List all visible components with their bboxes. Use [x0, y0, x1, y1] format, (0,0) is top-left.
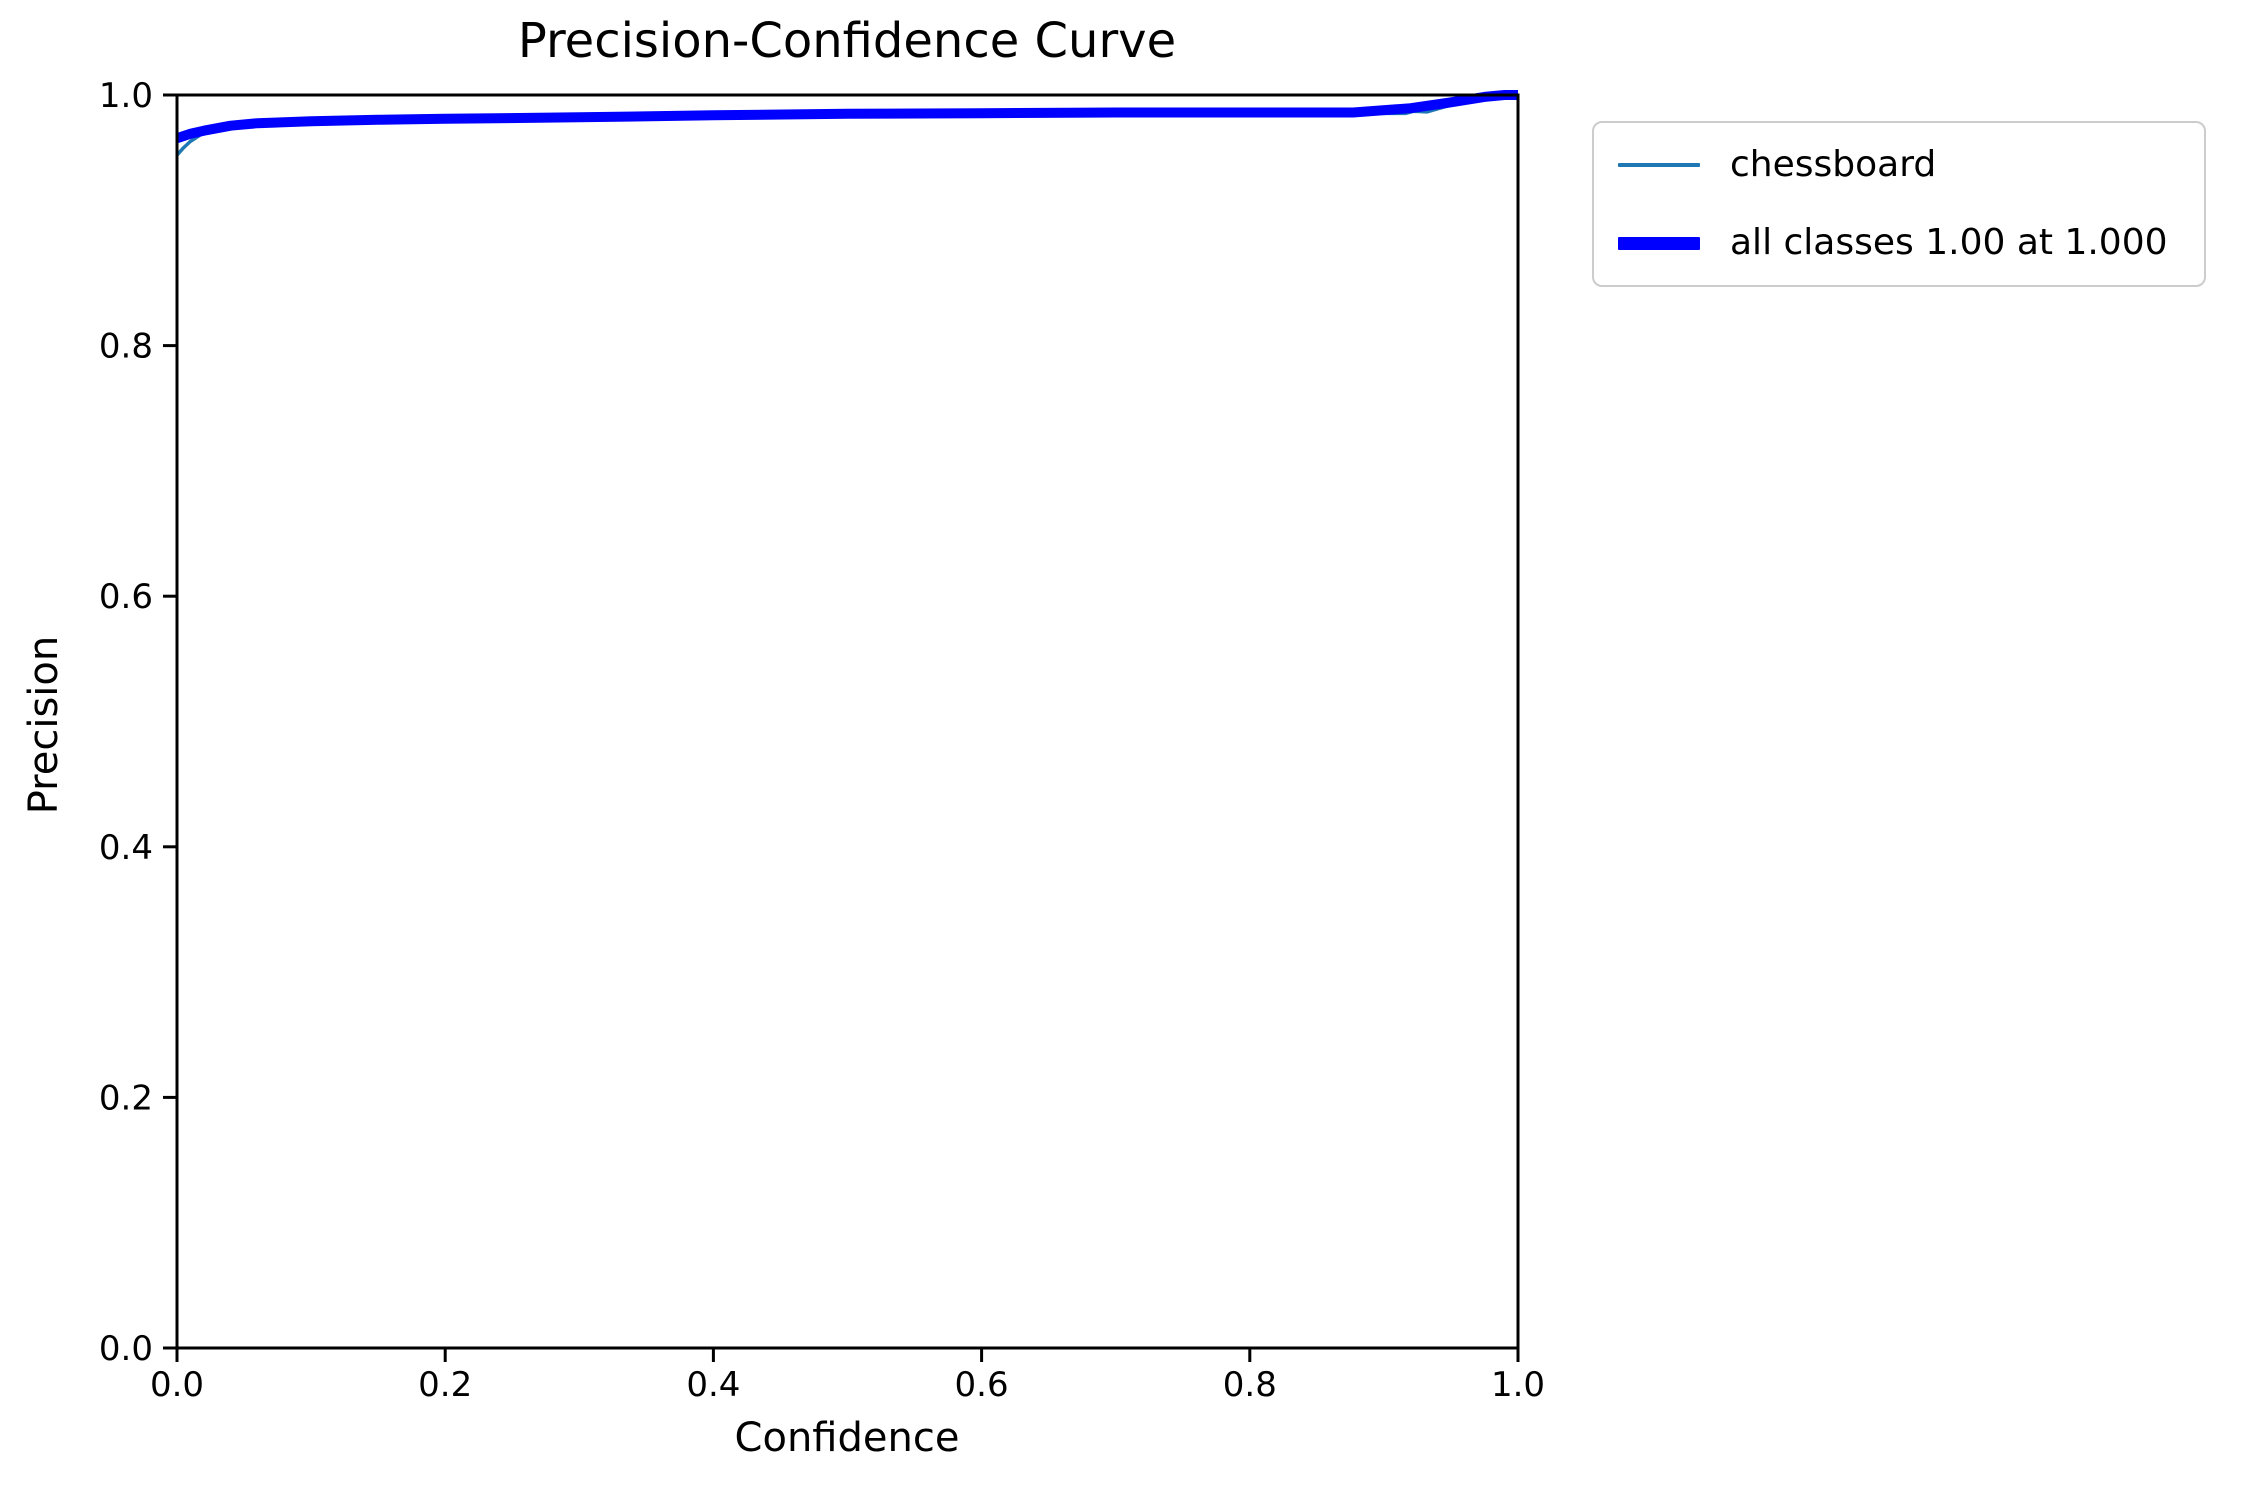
y-tick-label: 0.8 — [99, 327, 153, 367]
x-tick-label: 1.0 — [1491, 1365, 1545, 1405]
legend-label-all-classes: all classes 1.00 at 1.000 — [1730, 222, 2168, 264]
y-tick-label: 0.0 — [99, 1329, 153, 1369]
legend: chessboard all classes 1.00 at 1.000 — [1592, 121, 2206, 287]
series-line-all-classes — [175, 90, 1518, 143]
legend-label-chessboard: chessboard — [1730, 144, 1937, 185]
y-tick-label: 0.2 — [99, 1078, 153, 1118]
y-tick-label: 0.4 — [99, 828, 153, 868]
legend-item-all-classes: all classes 1.00 at 1.000 — [1618, 223, 2180, 263]
axes-spines — [175, 93, 1520, 1350]
legend-line-all-classes-icon — [1618, 236, 1700, 250]
legend-line-chessboard-icon — [1618, 162, 1700, 167]
y-tick-label: 1.0 — [99, 76, 153, 116]
x-tick-label: 0.6 — [955, 1365, 1009, 1405]
x-tick-label: 0.0 — [150, 1365, 204, 1405]
x-axis-label: Confidence — [735, 1415, 960, 1461]
y-tick-label: 0.6 — [99, 577, 153, 617]
x-tick-label: 0.8 — [1223, 1365, 1277, 1405]
series-line-chessboard — [175, 93, 1518, 157]
y-axis-label: Precision — [21, 636, 67, 814]
x-tick-label: 0.2 — [418, 1365, 472, 1405]
legend-item-chessboard: chessboard — [1618, 145, 2180, 185]
x-tick-label: 0.4 — [686, 1365, 740, 1405]
chart-title: Precision-Confidence Curve — [518, 13, 1176, 69]
